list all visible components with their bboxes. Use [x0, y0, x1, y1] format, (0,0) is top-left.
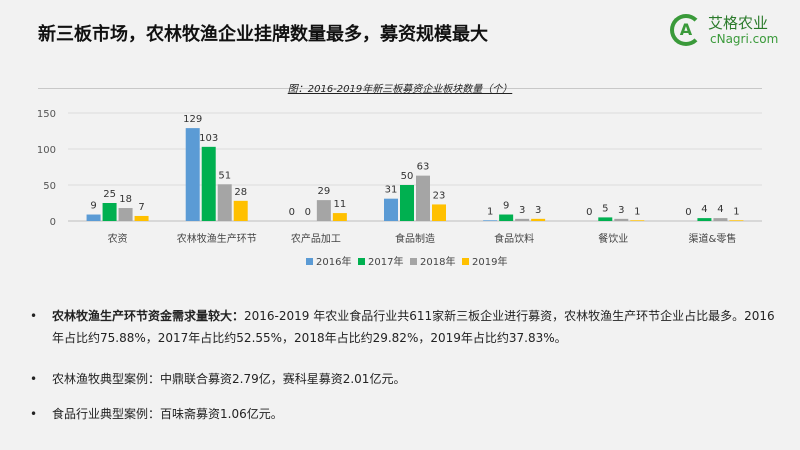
y-tick-label: 100 — [37, 145, 56, 156]
bar — [118, 208, 133, 221]
bar — [614, 218, 629, 221]
data-label: 0 — [305, 207, 311, 218]
y-tick-label: 0 — [50, 217, 56, 228]
x-tick-label: 餐饮业 — [598, 232, 628, 245]
data-label: 63 — [417, 162, 430, 173]
legend-label: 2019年 — [472, 255, 507, 268]
logo: A 艾格农业 cNagri.com — [668, 10, 793, 52]
data-label: 11 — [333, 199, 346, 210]
data-label: 1 — [634, 206, 640, 217]
bullet-2: • 农林渔牧典型案例：中鼎联合募资2.79亿，赛科星募资2.01亿元。 — [30, 368, 775, 390]
logo-icon: A — [670, 14, 702, 46]
legend-label: 2016年 — [316, 255, 351, 268]
bar — [233, 200, 248, 221]
bar — [697, 218, 712, 221]
slide-title: 新三板市场，农林牧渔企业挂牌数量最多，募资规模最大 — [38, 24, 488, 45]
x-tick-label: 食品制造 — [395, 232, 435, 245]
data-label: 9 — [90, 201, 96, 212]
data-label: 1 — [733, 206, 739, 217]
bullet-text: 食品行业典型案例：百味斋募资1.06亿元。 — [52, 407, 283, 421]
bar — [598, 217, 613, 221]
bar — [713, 218, 728, 221]
data-label: 28 — [234, 187, 247, 198]
data-label: 3 — [519, 205, 525, 216]
bullet-text: 2016-2019 年农业食品行业共611家新三板企业进行募资，农林牧渔生产环节… — [52, 309, 775, 345]
bar — [384, 198, 398, 221]
data-label: 1 — [487, 206, 493, 217]
data-label: 23 — [433, 190, 446, 201]
data-label: 29 — [317, 186, 330, 197]
legend-swatch — [306, 258, 313, 265]
legend-swatch — [410, 258, 417, 265]
bar — [416, 175, 430, 221]
logo-en: cNagri.com — [710, 32, 779, 46]
logo-cn: 艾格农业 — [708, 14, 769, 32]
data-label: 50 — [401, 171, 414, 182]
divider — [38, 88, 762, 89]
bar — [515, 218, 530, 221]
data-label: 4 — [717, 204, 723, 215]
bar — [483, 220, 498, 221]
bar — [531, 218, 546, 221]
x-tick-label: 农产品加工 — [291, 232, 341, 245]
bullet-1: • 农林牧渔生产环节资金需求量较大：2016-2019 年农业食品行业共611家新… — [30, 305, 775, 349]
bullet-bold: 农林牧渔生产环节资金需求量较大： — [52, 309, 245, 323]
data-label: 31 — [385, 185, 398, 196]
bullet-text: 农林渔牧典型案例：中鼎联合募资2.79亿，赛科星募资2.01亿元。 — [52, 372, 406, 386]
data-label: 25 — [103, 189, 116, 200]
bar — [332, 213, 347, 221]
y-tick-label: 50 — [43, 181, 56, 192]
data-label: 129 — [183, 114, 202, 125]
bullet-dot: • — [30, 407, 38, 421]
data-label: 0 — [586, 207, 592, 218]
data-label: 0 — [685, 207, 691, 218]
x-tick-label: 农林牧渔生产环节 — [177, 232, 257, 245]
bar — [86, 214, 101, 221]
bullet-dot: • — [30, 372, 38, 386]
data-label: 5 — [602, 203, 608, 214]
bullet-dot: • — [30, 309, 38, 323]
bar — [400, 185, 414, 221]
data-label: 51 — [218, 170, 231, 181]
bar — [217, 184, 232, 221]
legend-label: 2017年 — [368, 255, 403, 268]
legend-label: 2018年 — [420, 255, 455, 268]
bar — [630, 220, 645, 221]
chart-title: 图：2016-2019年新三板募资企业板块数量（个） — [287, 84, 513, 95]
data-label: 103 — [199, 133, 218, 144]
data-label: 18 — [119, 194, 132, 205]
x-tick-label: 渠道&零售 — [689, 232, 737, 245]
legend-swatch — [462, 258, 469, 265]
x-tick-label: 农资 — [108, 232, 128, 245]
legend-swatch — [358, 258, 365, 265]
bar — [201, 146, 216, 221]
bar — [316, 200, 331, 221]
data-label: 0 — [289, 207, 295, 218]
bar — [432, 204, 446, 221]
y-tick-label: 150 — [37, 109, 56, 120]
bar — [134, 215, 149, 221]
bar — [729, 220, 744, 221]
bullet-3: • 食品行业典型案例：百味斋募资1.06亿元。 — [30, 403, 775, 425]
data-label: 9 — [503, 201, 509, 212]
data-label: 3 — [535, 205, 541, 216]
data-label: 4 — [701, 204, 707, 215]
bar — [102, 203, 117, 221]
bar — [499, 214, 514, 221]
x-tick-label: 食品饮料 — [494, 232, 534, 245]
data-label: 7 — [138, 202, 144, 213]
bar — [185, 128, 200, 221]
data-label: 3 — [618, 205, 624, 216]
